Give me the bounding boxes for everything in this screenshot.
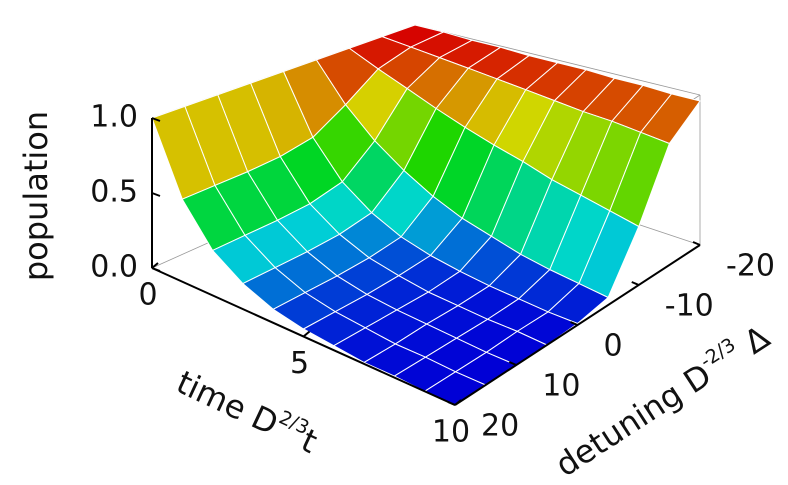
y-tick-label: -10 <box>665 289 714 324</box>
x-tick-label: 0 <box>138 278 157 313</box>
y-tick-label: 20 <box>481 409 519 444</box>
x-tick <box>151 262 159 269</box>
y-tick-label: 10 <box>542 369 580 404</box>
z-tick-label: 1.0 <box>90 100 138 135</box>
z-tick <box>151 192 161 197</box>
z-tick <box>151 267 161 272</box>
axes: 0.0 0.5 1.0 0 5 10 -20 -10 0 10 20 <box>90 100 775 450</box>
surface <box>151 24 701 406</box>
y-tick <box>692 241 701 246</box>
y-tick <box>447 401 456 406</box>
box-edge <box>414 24 701 96</box>
y-tick <box>570 321 578 326</box>
z-tick-label: 0.5 <box>90 175 138 210</box>
y-tick <box>508 361 517 366</box>
x-tick <box>454 399 462 406</box>
z-tick <box>151 117 161 122</box>
y-tick <box>631 281 640 286</box>
x-tick-label: 10 <box>432 415 470 450</box>
y-axis-label: detuning D-2/3 Δ <box>547 316 776 485</box>
z-tick-label: 0.0 <box>90 250 138 285</box>
y-tick-label: 0 <box>604 329 623 364</box>
y-tick-label: -20 <box>726 249 775 284</box>
x-tick <box>302 330 311 338</box>
z-axis-label: population <box>17 111 55 281</box>
x-tick-label: 5 <box>290 346 309 381</box>
y-label-part: Δ <box>729 318 777 367</box>
x-label-part: time D <box>171 363 284 443</box>
